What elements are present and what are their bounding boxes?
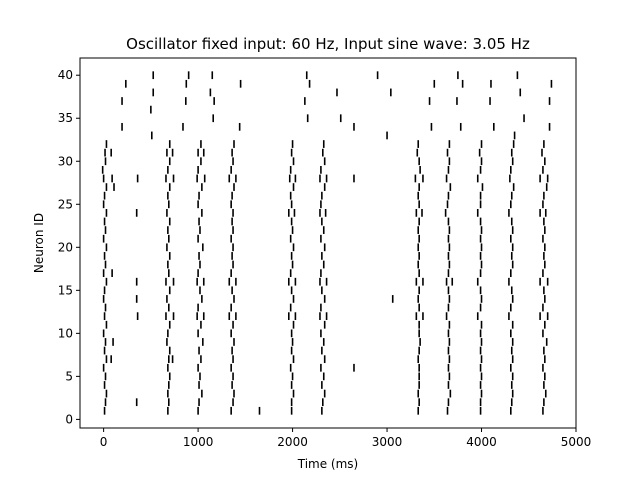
y-tick-label: 20	[58, 240, 73, 254]
y-tick-label: 40	[58, 68, 73, 82]
y-tick-label: 15	[58, 283, 73, 297]
chart-title: Oscillator fixed input: 60 Hz, Input sin…	[126, 35, 530, 53]
x-tick-label: 5000	[561, 435, 592, 449]
plot-frame	[79, 57, 577, 429]
x-tick-label: 2000	[277, 435, 308, 449]
spike-layer	[101, 71, 553, 415]
x-axis-ticks: 0 1000 2000 3000 4000 5000	[100, 428, 591, 449]
y-tick-label: 25	[58, 197, 73, 211]
y-tick-label: 30	[58, 154, 73, 168]
y-axis-label: Neuron ID	[32, 213, 46, 273]
y-axis-ticks: 0 5 10 15 20 25 30 35 40	[58, 68, 80, 426]
y-tick-label: 35	[58, 111, 73, 125]
y-tick-label: 0	[65, 412, 73, 426]
x-tick-label: 1000	[183, 435, 214, 449]
x-tick-label: 4000	[466, 435, 497, 449]
y-tick-label: 5	[65, 369, 73, 383]
x-axis-label: Time (ms)	[297, 457, 359, 471]
x-tick-label: 0	[100, 435, 108, 449]
x-tick-label: 3000	[372, 435, 403, 449]
y-tick-label: 10	[58, 326, 73, 340]
